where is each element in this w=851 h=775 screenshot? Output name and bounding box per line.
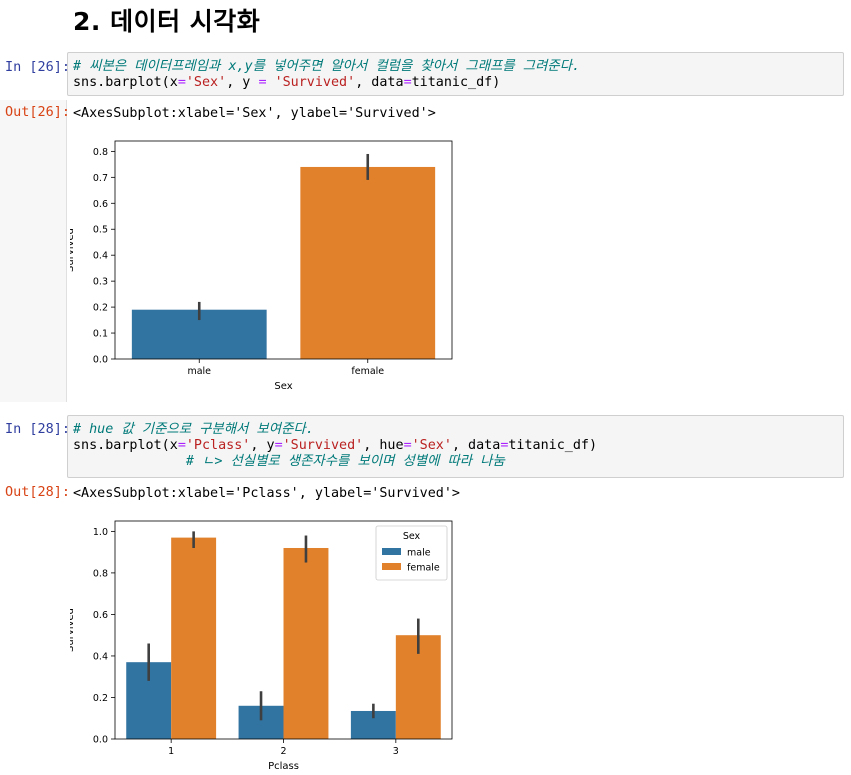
x-tick-label: 3 [393,746,399,757]
y-tick-label: 0.0 [93,355,108,366]
y-tick-label: 0.3 [93,277,108,288]
y-tick-label: 0.6 [93,199,108,210]
code-cell-28[interactable]: # hue 값 기준으로 구분해서 보여준다. sns.barplot(x='P… [67,415,844,478]
y-tick-label: 0.1 [93,329,108,340]
code-line: sns.barplot(x='Sex', y = 'Survived', dat… [73,75,501,90]
plot-frame [114,520,453,740]
y-tick-label: 0.8 [93,147,108,158]
output-scroll-area[interactable] [0,100,67,402]
plot-frame [114,140,453,360]
code-comment-inline: # ㄴ> 선실별로 생존자수를 보이며 성별에 따라 나눔 [185,454,505,469]
x-tick-label: male [187,366,211,377]
y-tick-label: 0.4 [93,251,108,262]
x-axis-label: Pclass [268,761,299,772]
x-tick-label: female [351,366,384,377]
output-repr: <AxesSubplot:xlabel='Pclass', ylabel='Su… [73,486,460,501]
y-tick-label: 0.8 [93,568,108,579]
y-axis-label: Survived [70,228,76,272]
bar-female [300,166,436,359]
section-heading: 2. 데이터 시각화 [73,7,261,36]
y-tick-label: 0.4 [93,651,108,662]
out-prompt-28: Out[28]: [5,484,71,500]
out-prompt-26: Out[26]: [5,104,71,120]
in-prompt-26: In [26]: [5,59,71,75]
bar-female-2 [283,547,329,739]
y-tick-label: 0.2 [93,693,108,704]
y-tick-label: 0.5 [93,225,108,236]
code-comment: # 씨본은 데이터프레임과 x,y를 넣어주면 알아서 컬럼을 찾아서 그래프를… [73,59,581,74]
bar-chart-sex: 0.0 0.1 0.2 0.3 0.4 0.5 0.6 0.7 0.8 Survived Sex ma… [70,140,453,392]
legend-title: Sex [403,531,421,542]
legend-label-male: male [407,548,431,559]
code-comment: # hue 값 기준으로 구분해서 보여준다. [73,422,314,437]
legend-swatch-female [382,563,401,570]
x-tick-label: 1 [168,746,174,757]
y-tick-label: 0.7 [93,173,108,184]
output-repr: <AxesSubplot:xlabel='Sex', ylabel='Survi… [73,106,436,121]
y-axis-label: Survived [70,608,76,652]
bar-female-1 [171,537,217,739]
legend-label-female: female [407,563,440,574]
in-prompt-28: In [28]: [5,421,71,437]
x-axis-label: Sex [274,381,292,392]
y-tick-label: 0.2 [93,303,108,314]
x-tick-label: 2 [280,746,286,757]
code-cell-26[interactable]: # 씨본은 데이터프레임과 x,y를 넣어주면 알아서 컬럼을 찾아서 그래프를… [67,52,844,96]
y-tick-label: 0.6 [93,610,108,621]
y-tick-label: 1.0 [93,527,108,538]
bar-chart-pclass-hue: 0.0 0.2 0.4 0.6 0.8 1.0 Survived Pclass 1 2 3 Sex ma… [70,520,453,772]
legend-swatch-male [382,548,401,555]
y-tick-label: 0.0 [93,735,108,746]
code-line: sns.barplot(x='Pclass', y='Survived', hu… [73,438,598,453]
